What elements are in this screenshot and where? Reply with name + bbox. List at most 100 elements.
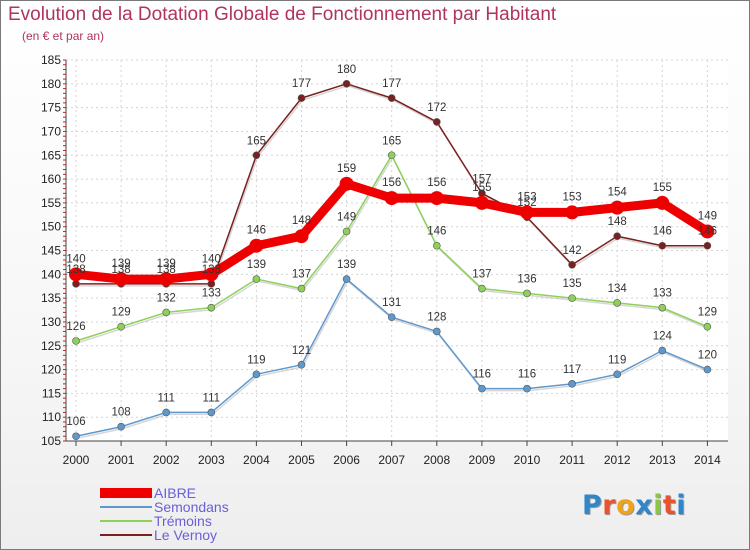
data-point: [162, 308, 170, 317]
x-tick-label: 2006: [333, 453, 360, 467]
x-tick-label: 2003: [198, 453, 225, 467]
data-label: 146: [427, 226, 446, 238]
data-point: [72, 337, 80, 345]
data-label: 121: [292, 345, 311, 357]
data-label: 155: [472, 182, 491, 194]
x-tick-label: 2002: [153, 453, 180, 467]
data-point: [655, 195, 670, 210]
data-label: 177: [382, 78, 401, 90]
data-label: 149: [698, 210, 717, 222]
legend-swatch: [100, 488, 152, 498]
chart-title: Evolution de la Dotation Globale de Fonc…: [8, 4, 557, 25]
data-label: 137: [292, 269, 311, 281]
y-tick-label: 105: [41, 434, 61, 448]
data-point: [432, 241, 441, 250]
data-label: 155: [653, 182, 672, 194]
data-point: [207, 408, 216, 417]
legend-label: Le Vernoy: [154, 527, 218, 543]
data-label: 146: [247, 225, 266, 237]
data-point: [568, 260, 576, 269]
data-label: 140: [66, 253, 85, 265]
data-point: [342, 80, 351, 88]
data-label: 111: [203, 392, 220, 404]
data-label: 129: [112, 307, 131, 319]
data-label: 156: [382, 177, 401, 189]
data-label: 177: [292, 78, 311, 90]
legend: AIBRE Semondans Trémoins Le Vernoy: [100, 486, 229, 542]
data-label: 146: [653, 226, 672, 238]
data-label: 180: [337, 64, 356, 76]
data-label: 111: [157, 392, 174, 404]
data-label: 128: [427, 311, 446, 323]
legend-label: Semondans: [154, 499, 229, 515]
data-point: [568, 294, 576, 302]
data-point: [523, 289, 531, 298]
x-tick-label: 2013: [649, 453, 676, 467]
x-tick-label: 2008: [423, 453, 450, 467]
data-point: [69, 267, 83, 282]
data-point: [613, 370, 622, 379]
data-label: 157: [472, 173, 491, 185]
chart-subtitle: (en € et par an): [22, 29, 105, 43]
data-point: [297, 360, 306, 369]
x-tick-label: 2007: [378, 453, 405, 467]
data-point: [432, 327, 441, 336]
data-point: [162, 408, 170, 417]
data-point: [204, 267, 219, 282]
data-label: 154: [608, 187, 628, 199]
data-label: 126: [66, 321, 85, 333]
y-tick-label: 175: [41, 101, 61, 115]
data-label: 138: [157, 264, 176, 276]
data-point: [117, 322, 125, 331]
x-tick-label: 2009: [469, 453, 496, 467]
data-label: 119: [608, 354, 626, 366]
y-tick-label: 130: [41, 315, 61, 329]
y-tick-label: 170: [41, 124, 61, 138]
x-tick-label: 2005: [288, 453, 315, 467]
legend-swatch: [100, 534, 152, 536]
data-label: 165: [247, 135, 266, 147]
data-point: [384, 191, 399, 206]
y-tick-label: 165: [41, 148, 61, 162]
data-point: [387, 151, 396, 160]
x-tick-label: 2014: [694, 453, 721, 467]
y-tick-label: 145: [41, 244, 61, 258]
data-point: [294, 229, 309, 244]
data-label: 156: [427, 177, 446, 189]
y-tick-label: 185: [41, 53, 61, 67]
data-point: [387, 94, 396, 102]
legend-item: Trémoins: [100, 514, 229, 528]
data-label: 136: [517, 273, 536, 285]
data-label: 138: [66, 264, 85, 276]
data-label: 117: [563, 364, 581, 376]
y-tick-label: 125: [41, 339, 61, 353]
data-point: [72, 280, 80, 288]
data-point: [207, 280, 216, 288]
data-label: 152: [517, 197, 536, 209]
data-label: 133: [202, 288, 221, 300]
data-label: 139: [247, 259, 266, 271]
logo-letter: o: [616, 490, 636, 521]
data-label: 146: [698, 226, 717, 238]
data-label: 120: [698, 350, 717, 362]
data-label: 153: [563, 191, 582, 203]
data-point: [700, 224, 715, 239]
legend-label: AIBRE: [154, 485, 197, 501]
x-tick-label: 2011: [559, 453, 585, 467]
data-point: [342, 227, 351, 236]
data-label: 140: [202, 253, 221, 265]
legend-item: Le Vernoy: [100, 528, 229, 542]
x-tick-label: 2004: [243, 453, 270, 467]
data-point: [703, 365, 712, 374]
y-tick-label: 115: [42, 386, 61, 400]
data-label: 139: [157, 258, 176, 270]
data-point: [297, 284, 306, 293]
y-tick-label: 140: [41, 267, 61, 281]
data-label: 134: [608, 283, 628, 295]
data-point: [474, 195, 489, 210]
x-tick-label: 2010: [514, 453, 541, 467]
data-label: 124: [653, 331, 673, 343]
data-point: [339, 176, 354, 191]
y-tick-label: 135: [41, 291, 61, 305]
